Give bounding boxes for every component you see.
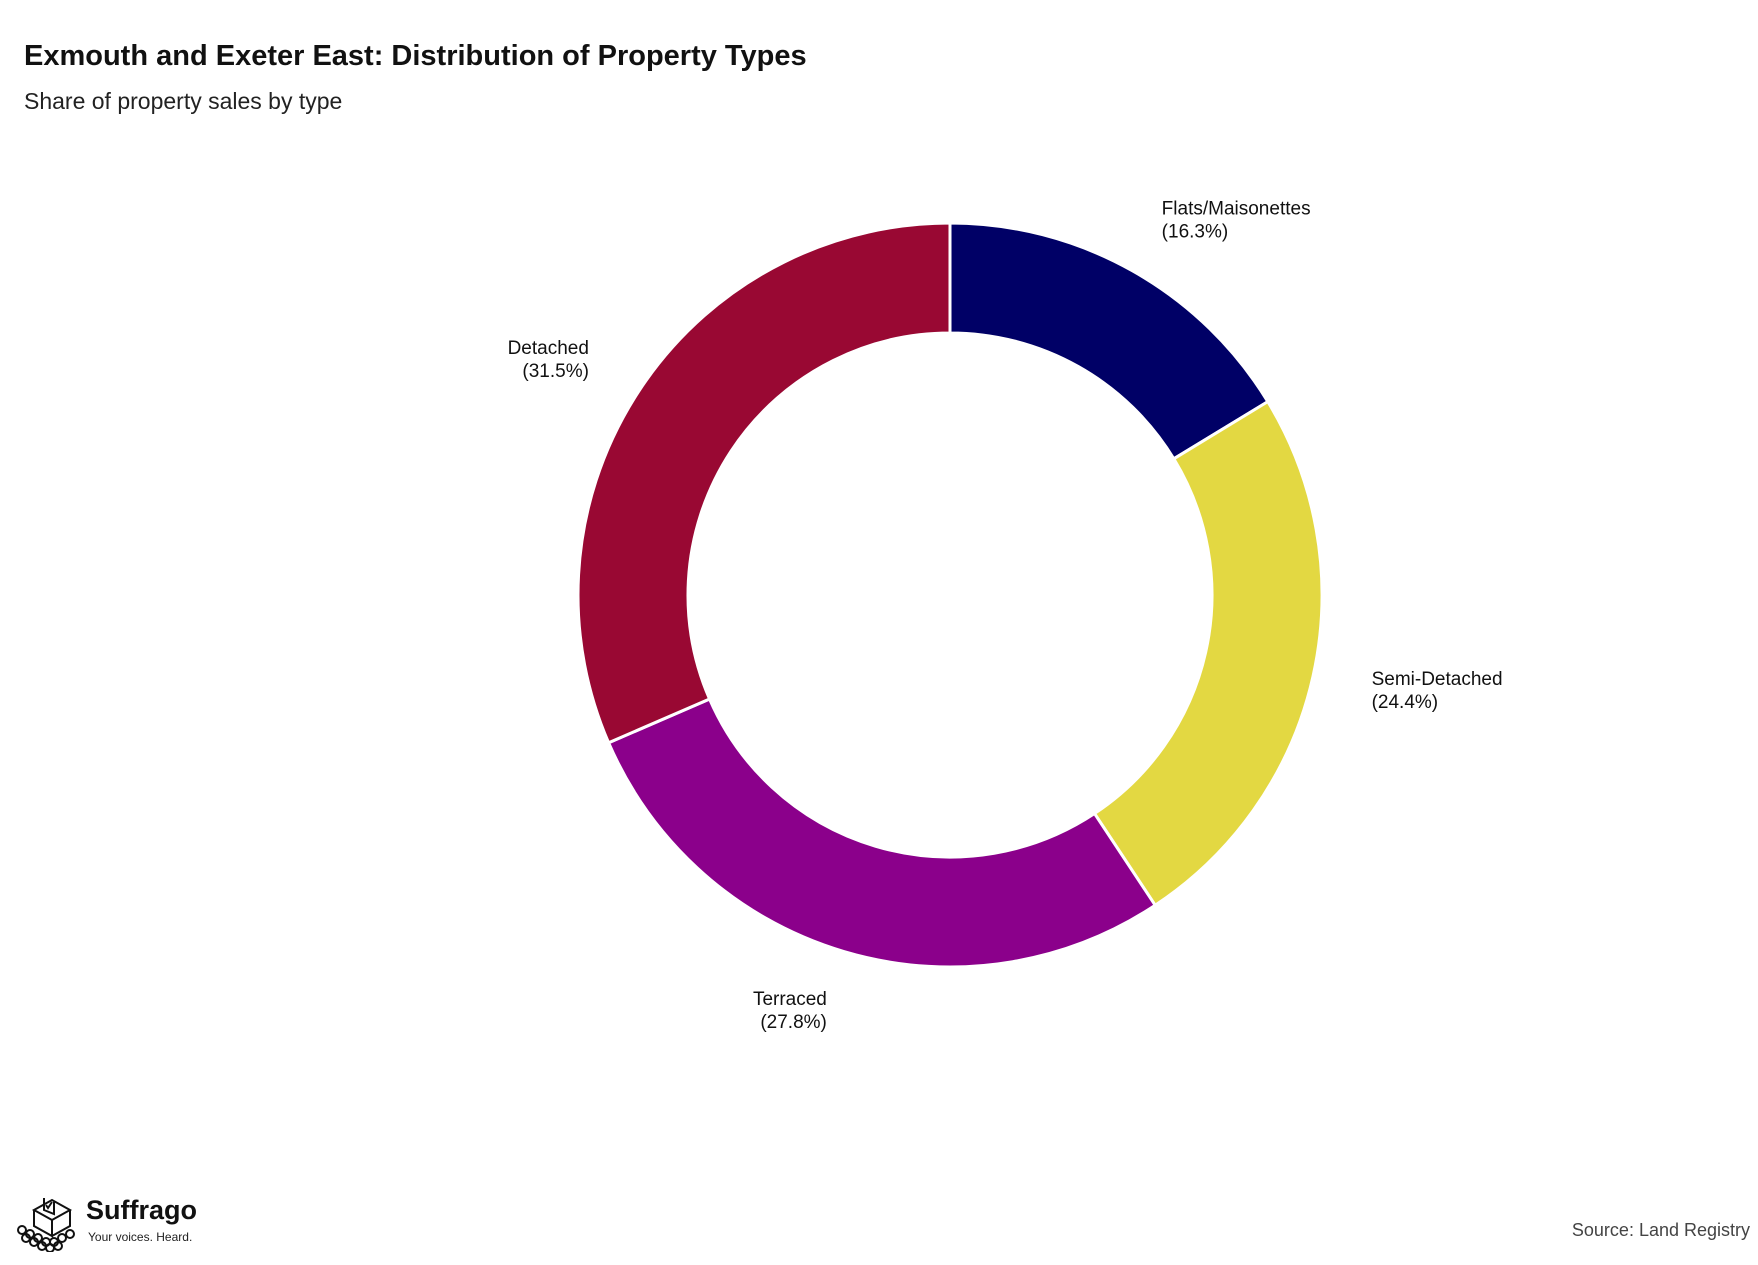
ballot-box-crowd-logo-icon (17, 1198, 75, 1252)
slice-terraced (606, 697, 1158, 969)
brand-name: Suffrago (86, 1195, 197, 1225)
slice-detached (576, 221, 952, 745)
chart-subtitle: Share of property sales by type (24, 88, 343, 114)
slice-label-terraced: Terraced (27.8%) (753, 989, 827, 1033)
source-note: Source: Land Registry (1571, 1220, 1750, 1240)
slice-label-flats-maisonettes: Flats/Maisonettes (16.3%) (1162, 198, 1311, 242)
slice-label-semi-detached: Semi-Detached (24.4%) (1372, 669, 1503, 713)
slice-semi-detached (1092, 399, 1324, 908)
slice-label-detached: Detached (31.5%) (508, 338, 589, 382)
brand-tagline: Your voices. Heard. (88, 1230, 193, 1244)
slice-flats-maisonettes (948, 221, 1270, 461)
slice-labels: Flats/Maisonettes (16.3%) Semi-Detached (24… (508, 198, 1503, 1033)
chart-title: Exmouth and Exeter East: Distribution of… (24, 40, 807, 72)
donut-slices (576, 221, 1324, 969)
